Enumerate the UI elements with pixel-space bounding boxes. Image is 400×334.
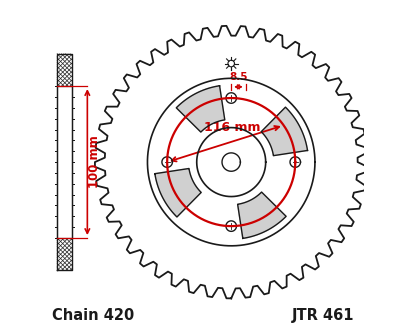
- Polygon shape: [238, 192, 286, 238]
- Text: 100 mm: 100 mm: [88, 136, 101, 188]
- Text: Chain 420: Chain 420: [52, 308, 134, 323]
- Bar: [57, 86, 72, 238]
- Text: 8.5: 8.5: [229, 72, 248, 82]
- Polygon shape: [261, 107, 308, 156]
- Text: 116 mm: 116 mm: [204, 121, 260, 134]
- Polygon shape: [176, 86, 225, 132]
- Polygon shape: [155, 169, 201, 217]
- Text: JTR 461: JTR 461: [292, 308, 354, 323]
